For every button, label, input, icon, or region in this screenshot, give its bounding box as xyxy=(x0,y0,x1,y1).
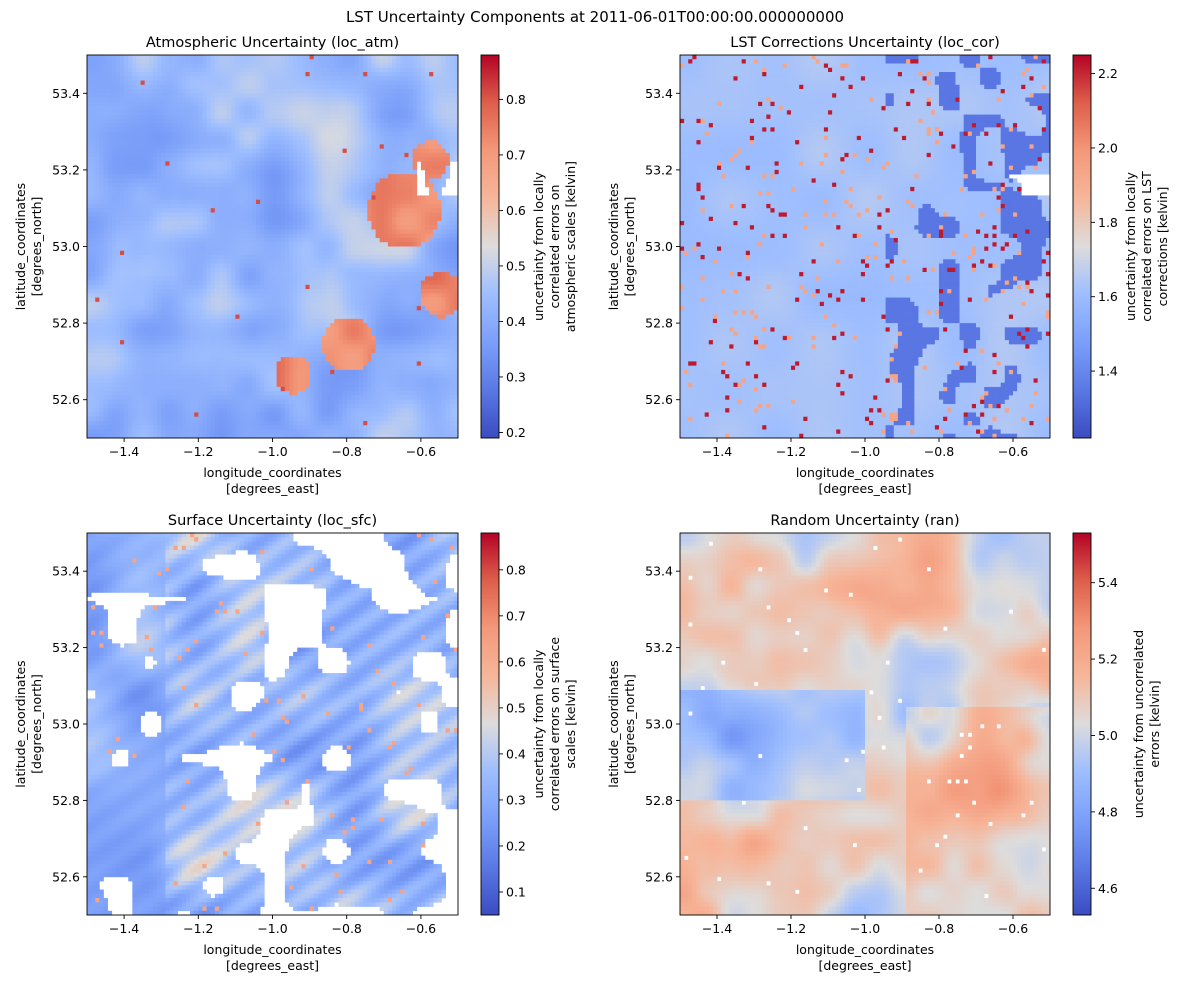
x-axis-label: longitude_coordinates [degrees_east] xyxy=(203,465,341,496)
x-axis-label: longitude_coordinates [degrees_east] xyxy=(796,465,934,496)
x-tick-label: −0.6 xyxy=(998,444,1028,459)
colorbar-tick-label: 2.0 xyxy=(1098,140,1118,155)
colorbar-tick-label: 1.4 xyxy=(1098,364,1118,379)
colorbar-tick-label: 0.8 xyxy=(506,92,526,107)
x-tick-label: −0.8 xyxy=(924,444,954,459)
y-tick-label: 53.4 xyxy=(52,86,80,101)
y-tick-label: 53.2 xyxy=(645,640,673,655)
colorbar-tick-label: 1.6 xyxy=(1098,289,1118,304)
colorbar-tick-label: 0.1 xyxy=(506,884,526,899)
panel-1: Atmospheric Uncertainty (loc_atm) −1.4 −1.… xyxy=(13,35,578,496)
x-tick-label: −0.6 xyxy=(406,921,436,936)
y-tick-label: 52.6 xyxy=(645,869,673,884)
y-tick-label: 53.4 xyxy=(52,564,80,579)
heatmap-raster xyxy=(87,55,458,438)
colorbar-tick-label: 0.2 xyxy=(506,425,526,440)
colorbar-tick-label: 0.6 xyxy=(506,654,526,669)
colorbar-tick-label: 5.0 xyxy=(1098,728,1118,743)
heatmap-raster xyxy=(87,533,458,915)
colorbar-label: uncertainty from locallycorrelated error… xyxy=(531,161,578,332)
y-axis-label: latitude_coordinates[degrees_north] xyxy=(13,183,44,310)
colorbar-tick-label: 0.4 xyxy=(506,314,526,329)
x-tick-label: −1.4 xyxy=(109,921,139,936)
panel-4: Random Uncertainty (ran) −1.4 −1.2 −1.0 −0.8… xyxy=(606,513,1162,973)
colorbar-label: uncertainty from locallycorrelated error… xyxy=(531,637,578,811)
x-tick-label: −0.8 xyxy=(924,921,954,936)
x-axis-label: longitude_coordinates [degrees_east] xyxy=(203,942,341,973)
y-tick-label: 53.2 xyxy=(52,640,80,655)
colorbar-tick-label: 0.7 xyxy=(506,147,526,162)
y-tick-label: 53.4 xyxy=(645,86,673,101)
y-tick-label: 53.0 xyxy=(645,239,673,254)
colorbar-tick-label: 0.8 xyxy=(506,562,526,577)
colorbar xyxy=(481,533,499,915)
x-tick-label: −1.0 xyxy=(850,444,880,459)
y-axis-label: latitude_coordinates[degrees_north] xyxy=(13,660,44,787)
x-tick-label: −1.2 xyxy=(183,444,213,459)
x-tick-label: −1.4 xyxy=(702,444,732,459)
colorbar-tick-label: 0.4 xyxy=(506,746,526,761)
colorbar-tick-label: 5.4 xyxy=(1098,575,1118,590)
y-tick-label: 52.6 xyxy=(52,392,80,407)
x-tick-label: −1.4 xyxy=(109,444,139,459)
colorbar xyxy=(481,55,499,438)
colorbar-tick-label: 0.3 xyxy=(506,369,526,384)
colorbar-tick-label: 0.6 xyxy=(506,203,526,218)
colorbar-label: uncertainty from uncorrelatederrors [kel… xyxy=(1131,630,1162,818)
heatmap-raster xyxy=(680,533,1050,915)
colorbar-tick-label: 4.8 xyxy=(1098,804,1118,819)
panel-3: Surface Uncertainty (loc_sfc) −1.4 −1.2 −1.… xyxy=(13,513,578,973)
y-tick-label: 53.0 xyxy=(645,717,673,732)
y-tick-label: 52.6 xyxy=(645,392,673,407)
figure-suptitle: LST Uncertainty Components at 2011-06-01… xyxy=(346,8,844,26)
y-tick-label: 52.6 xyxy=(52,869,80,884)
colorbar xyxy=(1073,533,1091,915)
y-tick-label: 53.0 xyxy=(52,239,80,254)
colorbar-label: uncertainty from locallycorrelated error… xyxy=(1123,171,1170,322)
x-tick-label: −0.6 xyxy=(406,444,436,459)
x-tick-label: −1.2 xyxy=(776,921,806,936)
heatmap-raster xyxy=(680,55,1050,438)
y-tick-label: 53.0 xyxy=(52,717,80,732)
y-tick-label: 52.8 xyxy=(52,793,80,808)
panel-title: Random Uncertainty (ran) xyxy=(770,513,959,529)
panel-2: LST Corrections Uncertainty (loc_cor) −1.… xyxy=(606,35,1170,496)
x-tick-label: −0.8 xyxy=(332,921,362,936)
colorbar-tick-label: 0.3 xyxy=(506,792,526,807)
panel-title: Surface Uncertainty (loc_sfc) xyxy=(168,513,377,529)
colorbar-tick-label: 4.6 xyxy=(1098,881,1118,896)
y-axis-label: latitude_coordinates[degrees_north] xyxy=(606,183,637,310)
x-tick-label: −1.2 xyxy=(183,921,213,936)
x-tick-label: −0.8 xyxy=(332,444,362,459)
x-tick-label: −1.2 xyxy=(776,444,806,459)
colorbar-tick-label: 0.7 xyxy=(506,608,526,623)
colorbar-tick-label: 1.8 xyxy=(1098,215,1118,230)
x-tick-label: −1.0 xyxy=(257,444,287,459)
y-tick-label: 53.2 xyxy=(645,162,673,177)
x-tick-label: −0.6 xyxy=(998,921,1028,936)
colorbar xyxy=(1073,55,1091,438)
y-tick-label: 52.8 xyxy=(645,316,673,331)
y-tick-label: 52.8 xyxy=(645,793,673,808)
x-tick-label: −1.4 xyxy=(702,921,732,936)
colorbar-tick-label: 0.5 xyxy=(506,700,526,715)
colorbar-tick-label: 2.2 xyxy=(1098,66,1118,81)
colorbar-tick-label: 5.2 xyxy=(1098,652,1118,667)
y-tick-label: 52.8 xyxy=(52,316,80,331)
x-tick-label: −1.0 xyxy=(257,921,287,936)
x-axis-label: longitude_coordinates [degrees_east] xyxy=(796,942,934,973)
y-axis-label: latitude_coordinates[degrees_north] xyxy=(606,660,637,787)
panel-title: Atmospheric Uncertainty (loc_atm) xyxy=(146,35,399,51)
panel-title: LST Corrections Uncertainty (loc_cor) xyxy=(730,35,1000,51)
y-tick-label: 53.2 xyxy=(52,162,80,177)
colorbar-tick-label: 0.5 xyxy=(506,258,526,273)
colorbar-tick-label: 0.2 xyxy=(506,838,526,853)
x-tick-label: −1.0 xyxy=(850,921,880,936)
y-tick-label: 53.4 xyxy=(645,564,673,579)
